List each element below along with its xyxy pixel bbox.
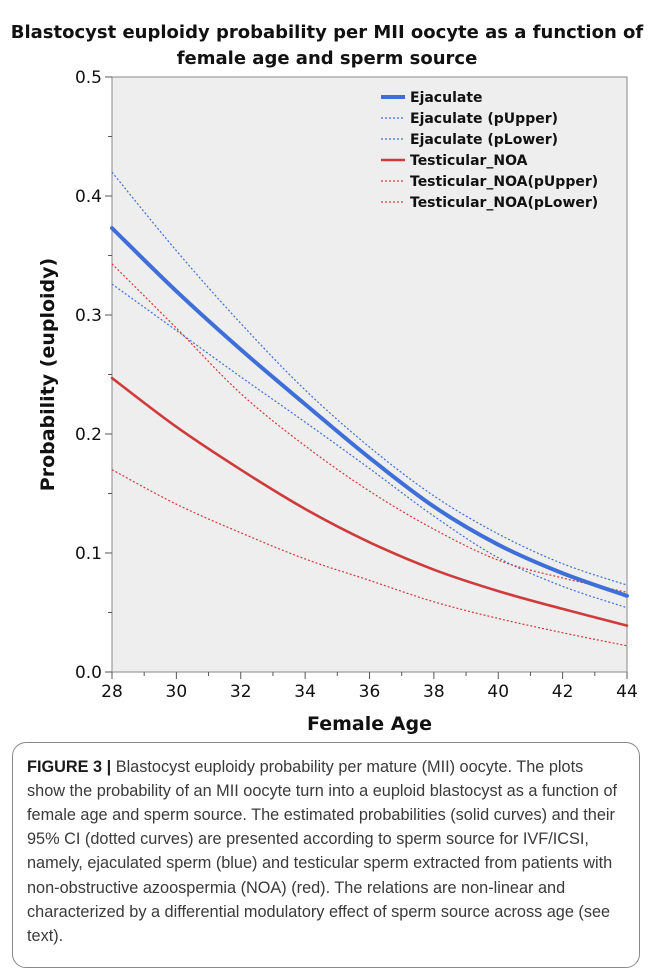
y-tick-label: 0.2	[75, 425, 102, 445]
x-tick-label: 30	[166, 682, 188, 702]
x-tick-label: 44	[616, 682, 638, 702]
y-tick-label: 0.0	[75, 663, 102, 683]
legend: Ejaculate Ejaculate (pUpper) Ejaculate (pL…	[381, 90, 598, 211]
series-line-ejaculate-plower	[111, 283, 628, 609]
plot-area	[111, 76, 628, 673]
x-tick-label: 38	[423, 682, 445, 702]
x-tick-label: 34	[294, 682, 316, 702]
x-tick-label: 28	[101, 682, 123, 702]
legend-label: Ejaculate (pLower)	[410, 132, 558, 148]
series-line-ejaculate-pupper	[111, 171, 628, 586]
caption-label: FIGURE 3 |	[27, 758, 112, 776]
series-line-testicular-noa-pupper	[111, 263, 628, 593]
y-tick-label: 0.3	[75, 306, 102, 326]
x-tick-label: 32	[230, 682, 252, 702]
series-layer	[110, 171, 629, 647]
figure-caption: FIGURE 3 | Blastocyst euploidy probabili…	[12, 742, 640, 968]
y-axis: 0.0 0.1 0.2 0.3 0.4 0.5	[75, 68, 112, 683]
x-tick-label: 40	[487, 682, 509, 702]
x-axis: 28 30 32 34 36 38 40 42 44	[101, 672, 638, 702]
series-line-testicular-noa-plower	[111, 469, 628, 647]
caption-body: Blastocyst euploidy probability per matu…	[27, 758, 618, 945]
chart: Blastocyst euploidy probability per MII …	[11, 22, 644, 735]
y-tick-label: 0.1	[75, 544, 102, 564]
x-axis-label: Female Age	[307, 713, 432, 735]
x-tick-label: 36	[359, 682, 381, 702]
series-line-ejaculate	[110, 226, 629, 598]
legend-label: Ejaculate	[410, 90, 483, 106]
caption-text: FIGURE 3 | Blastocyst euploidy probabili…	[27, 755, 625, 948]
y-tick-label: 0.5	[75, 68, 102, 88]
x-tick-label: 42	[552, 682, 574, 702]
series-line-testicular-noa	[110, 376, 629, 627]
chart-title-line-1: Blastocyst euploidy probability per MII …	[11, 22, 644, 43]
legend-label: Testicular_NOA(pLower)	[410, 195, 598, 211]
chart-title-line-2: female age and sperm source	[177, 48, 478, 69]
legend-label: Testicular_NOA(pUpper)	[410, 174, 598, 190]
y-tick-label: 0.4	[75, 187, 102, 207]
legend-label: Testicular_NOA	[410, 153, 528, 169]
legend-label: Ejaculate (pUpper)	[410, 111, 558, 127]
y-axis-label: Probability (euploidy)	[37, 258, 59, 491]
